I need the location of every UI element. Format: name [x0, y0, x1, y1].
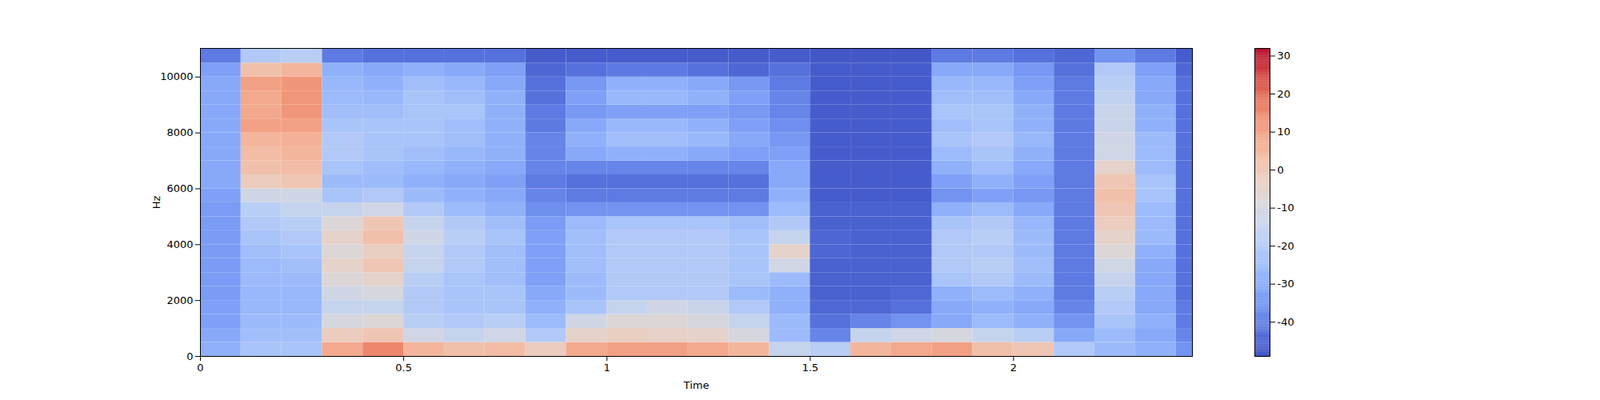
svg-text:10: 10 [1277, 125, 1292, 138]
svg-text:10000: 10000 [160, 70, 193, 83]
svg-text:0: 0 [196, 361, 204, 374]
svg-text:-10: -10 [1277, 201, 1295, 214]
svg-text:Time: Time [683, 379, 710, 392]
svg-text:0.5: 0.5 [395, 361, 412, 374]
svg-text:-40: -40 [1277, 316, 1295, 328]
svg-text:20: 20 [1277, 88, 1292, 100]
svg-text:30: 30 [1277, 49, 1292, 62]
svg-text:1: 1 [604, 361, 611, 374]
svg-text:4000: 4000 [166, 238, 193, 251]
svg-text:-30: -30 [1277, 277, 1295, 290]
svg-text:0: 0 [1277, 164, 1284, 176]
svg-text:0: 0 [186, 350, 193, 363]
svg-text:6000: 6000 [166, 182, 193, 195]
svg-text:2: 2 [1010, 361, 1017, 374]
svg-text:-20: -20 [1277, 240, 1295, 252]
svg-text:Hz: Hz [150, 196, 163, 210]
svg-text:2000: 2000 [166, 294, 193, 307]
svg-text:1.5: 1.5 [801, 361, 819, 374]
svg-text:8000: 8000 [166, 126, 193, 139]
